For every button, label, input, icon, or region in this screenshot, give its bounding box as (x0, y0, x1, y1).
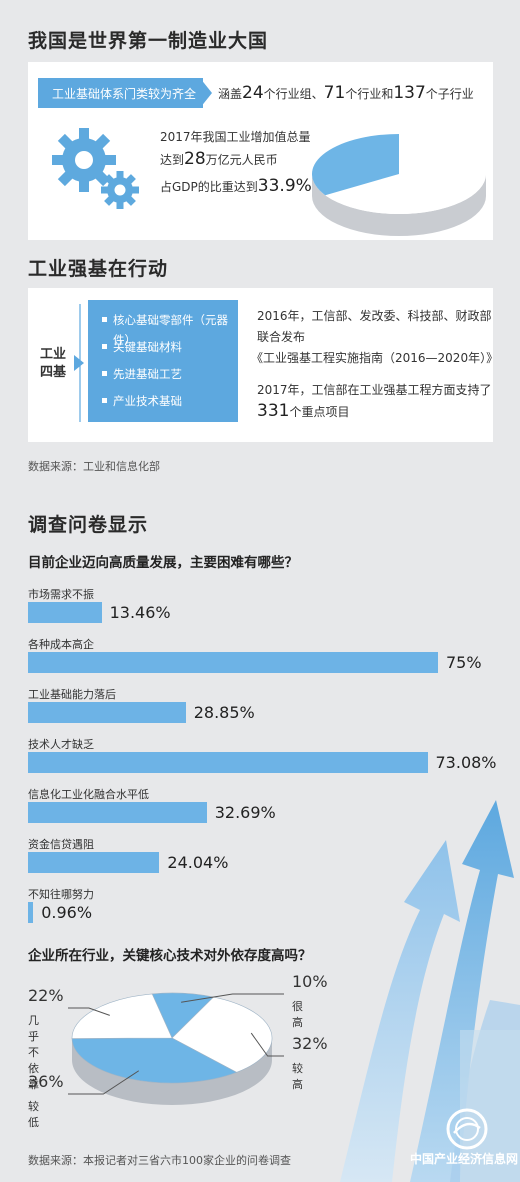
section2-title: 工业强基在行动 (28, 258, 169, 280)
bar-category-label: 不知往哪努力 (28, 888, 94, 901)
bar (28, 702, 186, 723)
pillar-item: 产业技术基础 (102, 391, 230, 418)
gdp-line3: 占GDP的比重达到33.9% (160, 176, 312, 196)
section3-title: 调查问卷显示 (28, 514, 149, 536)
groups-unit: 个行业组、 (263, 87, 324, 101)
bar-value-label: 32.69% (214, 803, 276, 822)
arrows-decoration (340, 800, 520, 1182)
watermark-logo-icon (446, 1108, 488, 1150)
gdp-line2-prefix: 达到 (160, 153, 185, 167)
policy-line3: 《工业强基工程实施指南（2016—2020年）》 (251, 351, 499, 365)
pie-leader-line (68, 1007, 110, 1016)
classes-unit: 个行业和 (345, 87, 394, 101)
sub-num: 137 (393, 83, 426, 103)
dependence-pie-side (72, 1038, 272, 1105)
gdp-line3-num: 33.9% (257, 176, 312, 196)
gears-icon (52, 128, 139, 209)
bar (28, 902, 34, 923)
bar-value-label: 0.96% (41, 903, 93, 922)
bar-category-label: 资金信贷遇阻 (28, 838, 94, 851)
section2-source: 数据来源：工业和信息化部 (28, 460, 160, 473)
bar (28, 602, 102, 623)
pillars-label: 工业 四基 (40, 346, 66, 382)
projects-suffix: 个重点项目 (289, 405, 350, 419)
classes-num: 71 (323, 83, 346, 103)
bar-value-label: 75% (446, 653, 482, 672)
highlight-arrow (200, 78, 212, 108)
gdp-line2-num: 28 (184, 149, 206, 169)
bar-category-label: 技术人才缺乏 (28, 738, 94, 751)
groups-num: 24 (242, 83, 264, 103)
bar (28, 752, 428, 773)
policy-text: 2016年，工信部、发改委、科技部、财政部 联合发布 《工业强基工程实施指南（2… (251, 306, 498, 369)
bar-category-label: 各种成本高企 (28, 638, 94, 651)
pie-value-label: 36% (28, 1072, 64, 1091)
projects-num: 331 (257, 401, 290, 421)
dependence-pie (68, 992, 284, 1105)
pie-category-label: 几乎不依靠 (28, 1014, 39, 1091)
pillars-label-line2: 四基 (40, 365, 67, 380)
gdp-line2-suffix: 万亿元人民币 (205, 153, 278, 167)
bar (28, 652, 438, 673)
pie-category-label: 较高 (292, 1062, 303, 1091)
watermark-text: 中国产业经济信息网 (410, 1152, 519, 1166)
highlight-label: 工业基础体系门类较为齐全 (38, 78, 203, 108)
pillar-item: 核心基础零部件（元器件） (102, 310, 230, 347)
highlight-label-text: 工业基础体系门类较为齐全 (52, 86, 197, 101)
bar-value-label: 13.46% (109, 603, 171, 622)
q1-title: 目前企业迈向高质量发展，主要困难有哪些？ (28, 555, 298, 571)
highlight-text: 涵盖24个行业组、71个行业和137个子行业 (218, 83, 474, 103)
pie-leader-line (68, 1070, 140, 1095)
q2-title: 企业所在行业，关键核心技术对外依存度高吗？ (28, 948, 312, 964)
bar-value-label: 24.04% (167, 853, 229, 872)
pie-category-label: 很高 (292, 1000, 303, 1029)
pie-value-label: 10% (292, 972, 328, 991)
pillars-label-line1: 工业 (40, 347, 67, 362)
gdp-line1: 2017年我国工业增加值总量 (160, 130, 311, 144)
bar-category-label: 市场需求不振 (28, 588, 94, 601)
pillar-item: 关键基础材料 (102, 337, 230, 364)
bar-value-label: 73.08% (435, 753, 497, 772)
pie-leader-line (250, 1032, 284, 1057)
gdp-pie-share-slice (312, 134, 399, 196)
pie-slice (71, 1037, 238, 1084)
gdp-pie-side (312, 174, 486, 236)
section1-title: 我国是世界第一制造业大国 (28, 30, 269, 52)
gdp-line3-prefix: 占GDP的比重达到 (160, 180, 258, 194)
bar-category-label: 工业基础能力落后 (28, 688, 116, 701)
bar-value-label: 28.85% (193, 703, 255, 722)
highlight-prefix: 涵盖 (218, 87, 243, 101)
bar-category-label: 信息化工业化融合水平低 (28, 788, 149, 801)
gdp-line2: 达到28万亿元人民币 (160, 149, 278, 169)
projects-line2: 331个重点项目 (257, 401, 492, 423)
sub-unit: 个子行业 (425, 87, 474, 101)
policy-line2: 联合发布 (257, 330, 306, 344)
policy-line1: 2016年，工信部、发改委、科技部、财政部 (257, 309, 492, 323)
pillars-bracket (74, 304, 84, 422)
gdp-pie (312, 134, 486, 236)
bar (28, 852, 160, 873)
pillars-list: 核心基础零部件（元器件） 关键基础材料 先进基础工艺 产业技术基础 (88, 300, 238, 422)
projects-text: 2017年，工信部在工业强基工程方面支持了 331个重点项目 (257, 380, 492, 423)
projects-line1: 2017年，工信部在工业强基工程方面支持了 (257, 383, 492, 397)
pillar-item: 先进基础工艺 (102, 364, 230, 391)
section3-source: 数据来源：本报记者对三省六市100家企业的问卷调查 (28, 1154, 291, 1167)
pie-value-label: 22% (28, 986, 64, 1005)
bar (28, 802, 207, 823)
pie-slice (171, 996, 273, 1073)
pie-value-label: 32% (292, 1034, 328, 1053)
pie-category-label: 较低 (28, 1100, 39, 1129)
pie-leader-line (181, 993, 284, 1003)
